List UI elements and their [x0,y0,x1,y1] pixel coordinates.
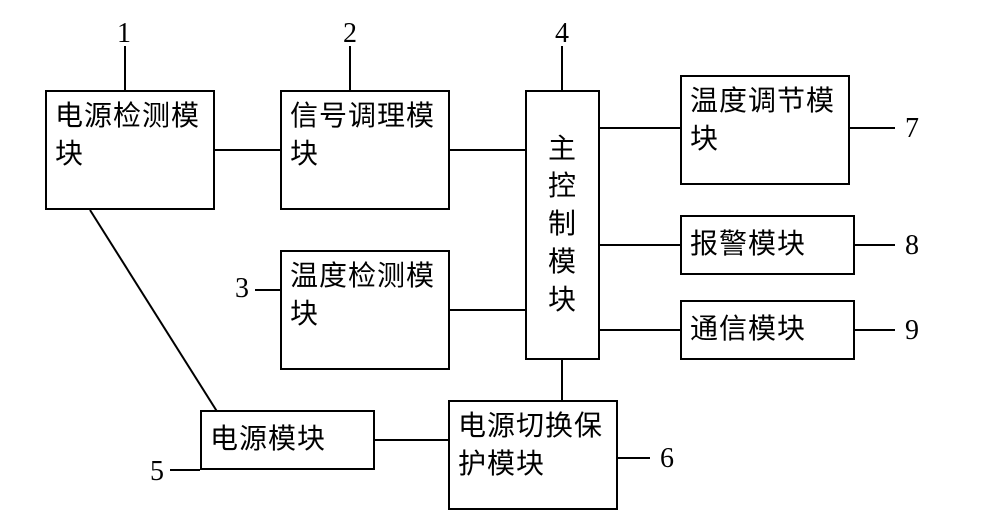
callout-1: 1 [117,20,131,48]
callout-9: 9 [905,317,919,345]
node-power-detect: 电源检测模块 [45,90,215,210]
node-alarm: 报警模块 [680,215,855,275]
node-label: 报警模块 [690,226,806,264]
node-temp-detect: 温度检测模块 [280,250,450,370]
edge-n1-n5 [90,210,235,440]
node-label: 温度调节模块 [690,83,840,159]
callout-8: 8 [905,232,919,260]
node-label: 温度检测模块 [290,258,440,334]
callout-4: 4 [555,20,569,48]
node-comm: 通信模块 [680,300,855,360]
node-power-switch-protect: 电源切换保护模块 [448,400,618,510]
callout-2: 2 [343,20,357,48]
node-signal-cond: 信号调理模块 [280,90,450,210]
callout-6: 6 [660,445,674,473]
node-label: 电源切换保护模块 [458,408,608,484]
node-label: 电源模块 [210,421,326,459]
node-power-supply: 电源模块 [200,410,375,470]
node-main-control: 主控制模块 [525,90,600,360]
callout-5: 5 [150,458,164,486]
node-label: 通信模块 [690,311,806,349]
callout-7: 7 [905,115,919,143]
node-label: 信号调理模块 [290,98,440,174]
node-label: 主控制模块 [547,131,578,320]
callout-3: 3 [235,275,249,303]
node-temp-adjust: 温度调节模块 [680,75,850,185]
node-label: 电源检测模块 [55,98,205,174]
